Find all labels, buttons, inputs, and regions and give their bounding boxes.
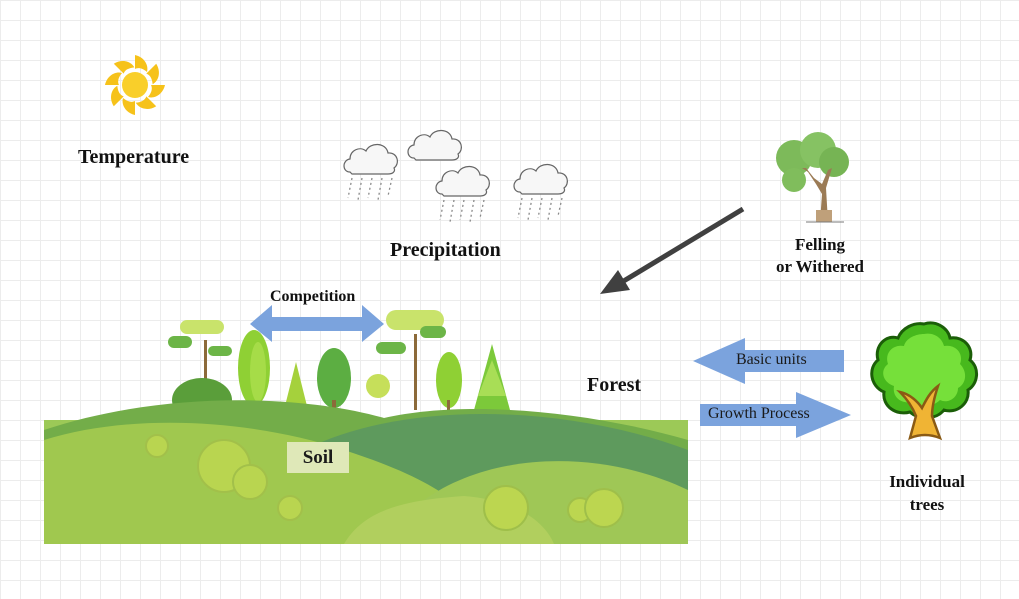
sun-icon [105,55,165,115]
growth-process-label: Growth Process [708,405,810,422]
competition-double-arrow [250,305,384,342]
individual-line-2: trees [909,495,945,514]
felling-line-2: or Withered [776,257,864,276]
forest-hills-illustration [44,310,688,544]
felling-to-forest-arrow [600,206,745,294]
rain-cloud-icon [343,129,568,223]
competition-label: Competition [270,288,356,305]
felling-line-1: Felling [794,235,846,254]
tree-icon [436,352,462,412]
tree-icon [168,320,232,410]
precipitation-label: Precipitation [390,239,501,261]
cartoon-tree-icon [870,321,978,441]
temperature-label: Temperature [78,146,190,168]
withered-tree-icon [776,132,849,223]
basic-units-label: Basic units [736,351,807,368]
growth-process-arrow [700,392,851,438]
tree-icon [238,330,270,406]
felling-withered-label: Felling or Withered [760,234,880,278]
basic-units-arrow [693,338,844,384]
tree-icon [376,310,446,410]
individual-line-1: Individual [889,472,965,491]
soil-label: Soil [287,442,349,473]
tree-icon [317,348,351,414]
individual-trees-label: Individual trees [872,470,982,516]
forest-label: Forest [587,374,642,396]
